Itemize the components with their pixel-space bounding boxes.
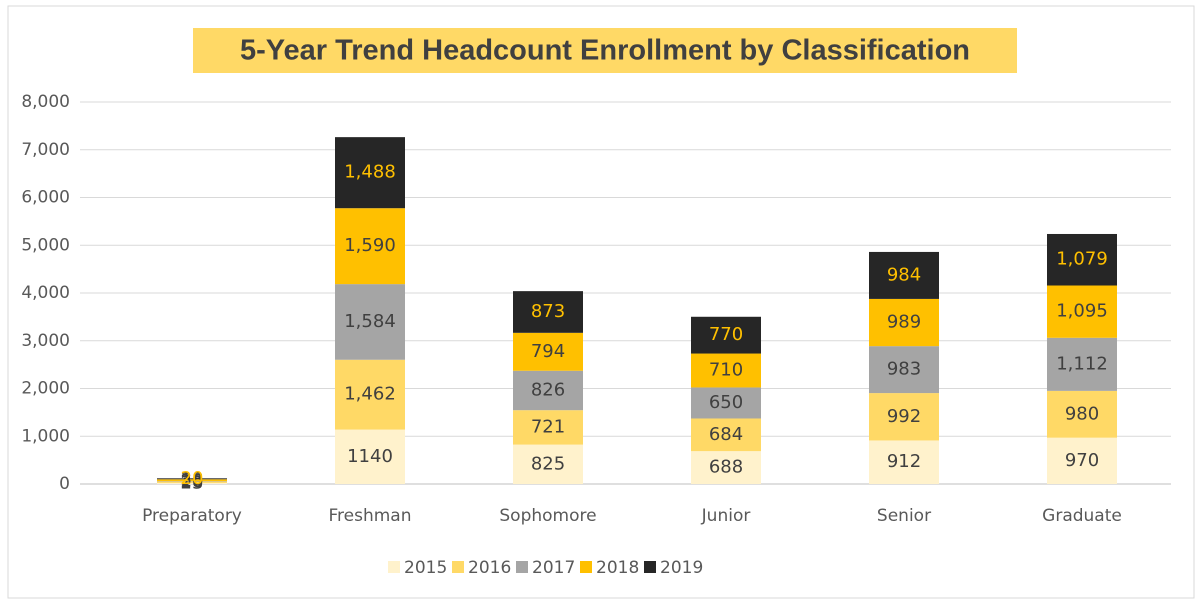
legend-label: 2017 bbox=[532, 558, 575, 578]
data-label: 983 bbox=[887, 359, 921, 380]
data-label: 980 bbox=[1065, 403, 1099, 424]
legend-swatch bbox=[452, 561, 464, 573]
data-label: 989 bbox=[887, 312, 921, 333]
bar-segment bbox=[869, 251, 939, 299]
bar-segment bbox=[335, 137, 405, 209]
x-tick-label: Preparatory bbox=[142, 506, 242, 526]
bar-segment bbox=[513, 291, 583, 333]
data-label: 984 bbox=[887, 264, 921, 285]
title-background bbox=[193, 28, 1017, 73]
x-tick-label: Graduate bbox=[1042, 506, 1122, 526]
bar-segment bbox=[513, 332, 583, 371]
bar-segment bbox=[869, 298, 939, 347]
data-label: 1140 bbox=[347, 446, 393, 467]
data-label: 826 bbox=[531, 379, 565, 400]
legend-swatch bbox=[644, 561, 656, 573]
bar-segment bbox=[335, 429, 405, 484]
bar-segment bbox=[335, 359, 405, 430]
legend-label: 2019 bbox=[660, 558, 703, 578]
x-tick-label: Sophomore bbox=[499, 506, 596, 526]
x-tick-label: Junior bbox=[701, 506, 751, 526]
bar-segment bbox=[1047, 337, 1117, 391]
x-tick-label: Freshman bbox=[329, 506, 412, 526]
data-label: 825 bbox=[531, 453, 565, 474]
data-label: 970 bbox=[1065, 450, 1099, 471]
y-tick-label: 0 bbox=[59, 474, 70, 494]
data-label: 721 bbox=[531, 416, 565, 437]
bar-segment bbox=[1047, 233, 1117, 286]
y-tick-label: 6,000 bbox=[21, 188, 70, 208]
bar-segment bbox=[513, 410, 583, 445]
data-label: 1,488 bbox=[344, 162, 396, 183]
y-tick-label: 4,000 bbox=[21, 283, 70, 303]
bar-segment bbox=[157, 481, 227, 483]
data-label: 23 bbox=[181, 472, 204, 493]
bar-segment bbox=[513, 370, 583, 411]
legend-swatch bbox=[516, 561, 528, 573]
data-label: 1,112 bbox=[1056, 353, 1108, 374]
data-label: 1,590 bbox=[344, 235, 396, 256]
x-tick-label: Senior bbox=[877, 506, 931, 526]
data-label: 20 bbox=[181, 468, 204, 489]
data-label: 1,095 bbox=[1056, 301, 1108, 322]
data-label: 912 bbox=[887, 451, 921, 472]
bar-segment bbox=[513, 444, 583, 484]
data-label: 650 bbox=[709, 392, 743, 413]
legend-swatch bbox=[388, 561, 400, 573]
y-tick-label: 7,000 bbox=[21, 140, 70, 160]
bar-segment bbox=[157, 479, 227, 482]
legend-label: 2015 bbox=[404, 558, 447, 578]
y-tick-label: 1,000 bbox=[21, 426, 70, 446]
bar-segment bbox=[157, 478, 227, 480]
legend-label: 2016 bbox=[468, 558, 511, 578]
data-label: 688 bbox=[709, 457, 743, 478]
data-label: 794 bbox=[531, 341, 565, 362]
data-label: 684 bbox=[709, 424, 743, 445]
legend-label: 2018 bbox=[596, 558, 639, 578]
data-label: 770 bbox=[709, 324, 743, 345]
data-label: 38 bbox=[181, 469, 204, 490]
bar-segment bbox=[691, 451, 761, 484]
bar-segment bbox=[691, 387, 761, 419]
bar-segment bbox=[691, 418, 761, 452]
y-tick-label: 8,000 bbox=[21, 92, 70, 112]
data-label: 992 bbox=[887, 406, 921, 427]
bar-segment bbox=[1047, 390, 1117, 438]
bar-segment bbox=[869, 346, 939, 394]
bar-segment bbox=[869, 440, 939, 484]
data-label: 1,462 bbox=[344, 384, 396, 405]
bar-segment bbox=[869, 393, 939, 441]
chart-border bbox=[7, 5, 1195, 599]
y-tick-label: 5,000 bbox=[21, 235, 70, 255]
bar-segment bbox=[1047, 437, 1117, 484]
data-label: 873 bbox=[531, 301, 565, 322]
bar-segment bbox=[1047, 285, 1117, 338]
chart-title: 5-Year Trend Headcount Enrollment by Cla… bbox=[240, 35, 970, 67]
bar-segment bbox=[157, 482, 227, 484]
bar-segment bbox=[335, 284, 405, 360]
bar-segment bbox=[335, 208, 405, 285]
data-label: 1,079 bbox=[1056, 249, 1108, 270]
legend-swatch bbox=[580, 561, 592, 573]
bar-segment bbox=[691, 316, 761, 354]
y-tick-label: 2,000 bbox=[21, 379, 70, 399]
data-label: 28 bbox=[181, 471, 204, 492]
y-tick-label: 3,000 bbox=[21, 331, 70, 351]
data-label: 710 bbox=[709, 359, 743, 380]
data-label: 1,584 bbox=[344, 311, 396, 332]
bar-segment bbox=[691, 353, 761, 388]
